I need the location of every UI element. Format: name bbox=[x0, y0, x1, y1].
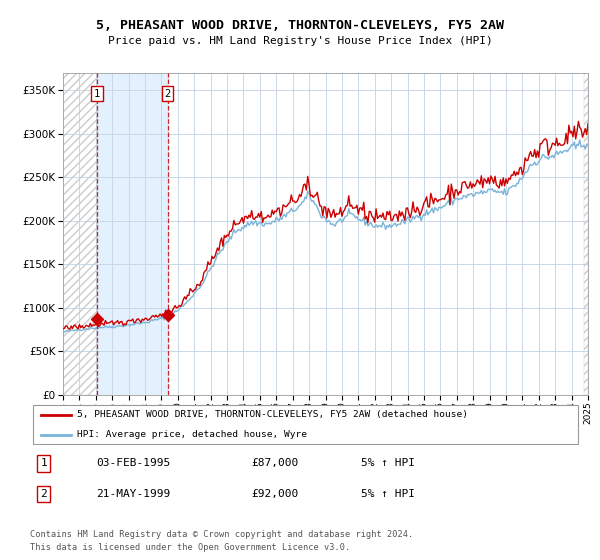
Text: 1: 1 bbox=[94, 88, 100, 99]
Bar bbox=[63, 73, 97, 395]
Text: 5% ↑ HPI: 5% ↑ HPI bbox=[361, 489, 415, 499]
Bar bbox=[584, 73, 588, 395]
Text: 03-FEB-1995: 03-FEB-1995 bbox=[96, 459, 170, 468]
Text: £92,000: £92,000 bbox=[251, 489, 298, 499]
Bar bbox=[63, 73, 97, 395]
FancyBboxPatch shape bbox=[33, 405, 578, 444]
Bar bbox=[97, 73, 167, 395]
Text: 2: 2 bbox=[164, 88, 171, 99]
Text: Contains HM Land Registry data © Crown copyright and database right 2024.: Contains HM Land Registry data © Crown c… bbox=[30, 530, 413, 539]
Bar bbox=[584, 73, 588, 395]
Text: £87,000: £87,000 bbox=[251, 459, 298, 468]
Text: 5, PHEASANT WOOD DRIVE, THORNTON-CLEVELEYS, FY5 2AW: 5, PHEASANT WOOD DRIVE, THORNTON-CLEVELE… bbox=[96, 18, 504, 32]
Text: This data is licensed under the Open Government Licence v3.0.: This data is licensed under the Open Gov… bbox=[30, 543, 350, 552]
Text: 1: 1 bbox=[40, 459, 47, 468]
Text: 2: 2 bbox=[40, 489, 47, 499]
Text: 21-MAY-1999: 21-MAY-1999 bbox=[96, 489, 170, 499]
Text: HPI: Average price, detached house, Wyre: HPI: Average price, detached house, Wyre bbox=[77, 430, 307, 439]
Text: 5% ↑ HPI: 5% ↑ HPI bbox=[361, 459, 415, 468]
Text: Price paid vs. HM Land Registry's House Price Index (HPI): Price paid vs. HM Land Registry's House … bbox=[107, 36, 493, 46]
Text: 5, PHEASANT WOOD DRIVE, THORNTON-CLEVELEYS, FY5 2AW (detached house): 5, PHEASANT WOOD DRIVE, THORNTON-CLEVELE… bbox=[77, 410, 468, 419]
